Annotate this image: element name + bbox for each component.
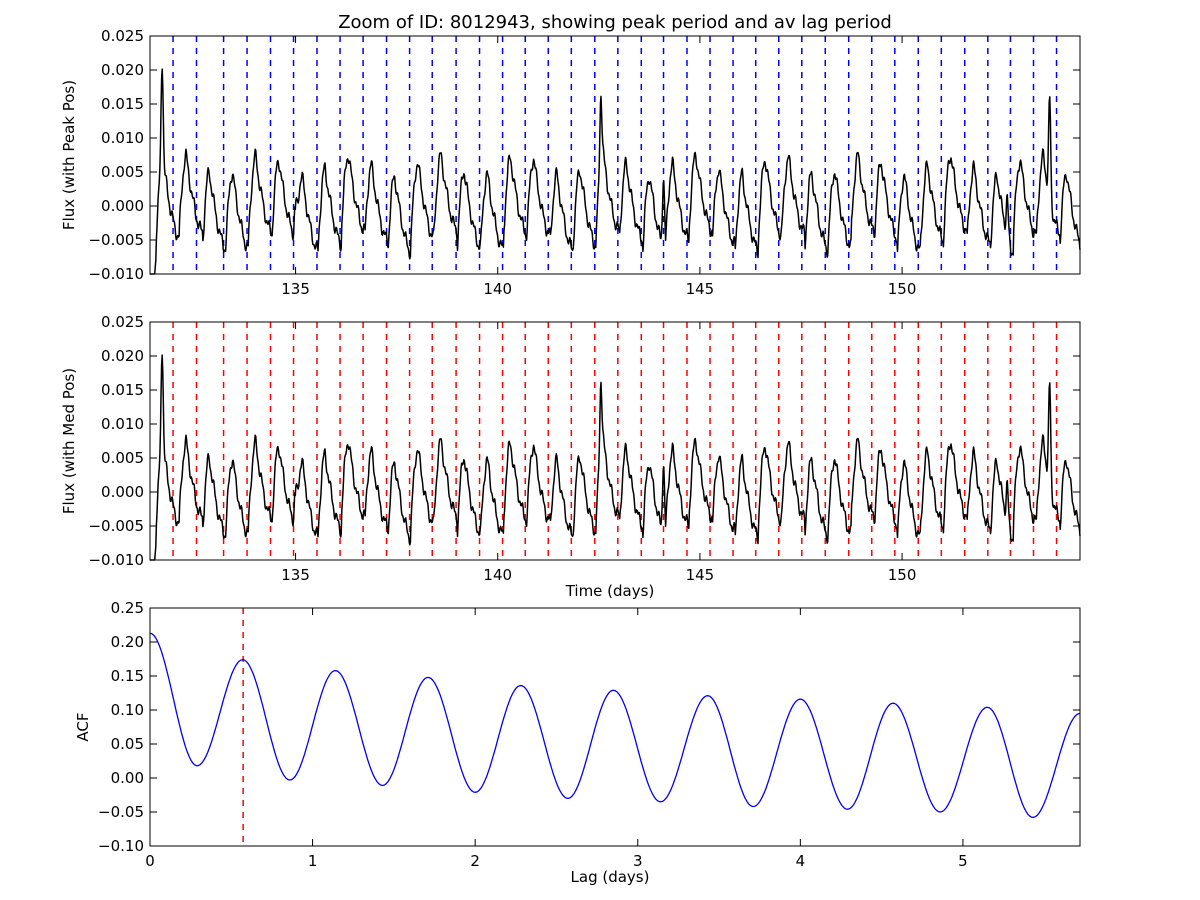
x-tick-label: 5: [958, 852, 968, 870]
y-tick-label: 0.25: [111, 599, 144, 617]
y-tick-label: 0.05: [111, 735, 144, 753]
y-tick-label: 0.015: [101, 381, 144, 399]
y-tick-label: 0.15: [111, 667, 144, 685]
y-tick-label: −0.005: [88, 231, 144, 249]
y-tick-label: 0.10: [111, 701, 144, 719]
x-tick-label: 135: [281, 280, 310, 298]
x-tick-label: 145: [686, 280, 715, 298]
y-tick-label: −0.005: [88, 517, 144, 535]
median-period-markers: [172, 322, 1058, 560]
y-tick-label: −0.010: [88, 551, 144, 569]
plot-frame: [149, 607, 1081, 847]
x-axis-label: Lag (days): [571, 868, 650, 886]
y-tick-label: −0.05: [98, 803, 144, 821]
y-tick-label: 0.005: [101, 163, 144, 181]
plot-frame: [149, 35, 1081, 275]
axis-ticks: 135 140 145 150 −0.010 −0.005 0.000 0.005 0.010 0…: [88, 313, 1080, 584]
peak-period-markers: [172, 36, 1058, 274]
x-axis-label: Time (days): [565, 582, 655, 600]
y-axis-label: ACF: [74, 712, 92, 741]
x-tick-label: 1: [308, 852, 318, 870]
plot-frame: [149, 321, 1081, 561]
x-tick-label: 3: [633, 852, 643, 870]
y-tick-label: 0.20: [111, 633, 144, 651]
y-tick-label: 0.015: [101, 95, 144, 113]
y-tick-label: 0.020: [101, 347, 144, 365]
panel-acf: 0 1 2 3 4 5 −0.10 −0.05 0.00 0.05 0.10 0.15 0.20 0.25…: [74, 599, 1081, 886]
axis-ticks: 0 1 2 3 4 5 −0.10 −0.05 0.00 0.05 0.10 0.15 0.20 0.25: [98, 599, 1080, 870]
acf-curve: [149, 632, 1081, 819]
y-tick-label: 0.020: [101, 61, 144, 79]
y-tick-label: 0.010: [101, 129, 144, 147]
y-axis-label: Flux (with Peak Pos): [60, 80, 78, 230]
x-tick-label: 140: [483, 280, 512, 298]
y-tick-label: 0.000: [101, 483, 144, 501]
x-tick-label: 145: [686, 566, 715, 584]
flux-curve: [149, 68, 1081, 275]
figure-title: Zoom of ID: 8012943, showing peak period…: [338, 12, 892, 33]
y-tick-label: −0.010: [88, 265, 144, 283]
x-tick-label: 135: [281, 566, 310, 584]
y-tick-label: 0.00: [111, 769, 144, 787]
y-tick-label: −0.10: [98, 837, 144, 855]
panel-med-pos: 135 140 145 150 −0.010 −0.005 0.000 0.005 0.010 0…: [60, 313, 1081, 600]
y-tick-label: 0.000: [101, 197, 144, 215]
x-tick-label: 150: [888, 280, 917, 298]
y-tick-label: 0.025: [101, 27, 144, 45]
y-tick-label: 0.005: [101, 449, 144, 467]
x-tick-label: 0: [145, 852, 155, 870]
panel-peak-pos: 135 140 145 150 −0.010 −0.005 0.000 0.005 0.010 0…: [60, 27, 1081, 298]
y-tick-label: 0.010: [101, 415, 144, 433]
axis-ticks: 135 140 145 150 −0.010 −0.005 0.000 0.005 0.010 0…: [88, 27, 1080, 298]
y-tick-label: 0.025: [101, 313, 144, 331]
x-tick-label: 140: [483, 566, 512, 584]
x-tick-label: 2: [470, 852, 480, 870]
x-tick-label: 150: [888, 566, 917, 584]
y-axis-label: Flux (with Med Pos): [60, 368, 78, 514]
flux-curve: [149, 354, 1081, 561]
x-tick-label: 4: [796, 852, 806, 870]
